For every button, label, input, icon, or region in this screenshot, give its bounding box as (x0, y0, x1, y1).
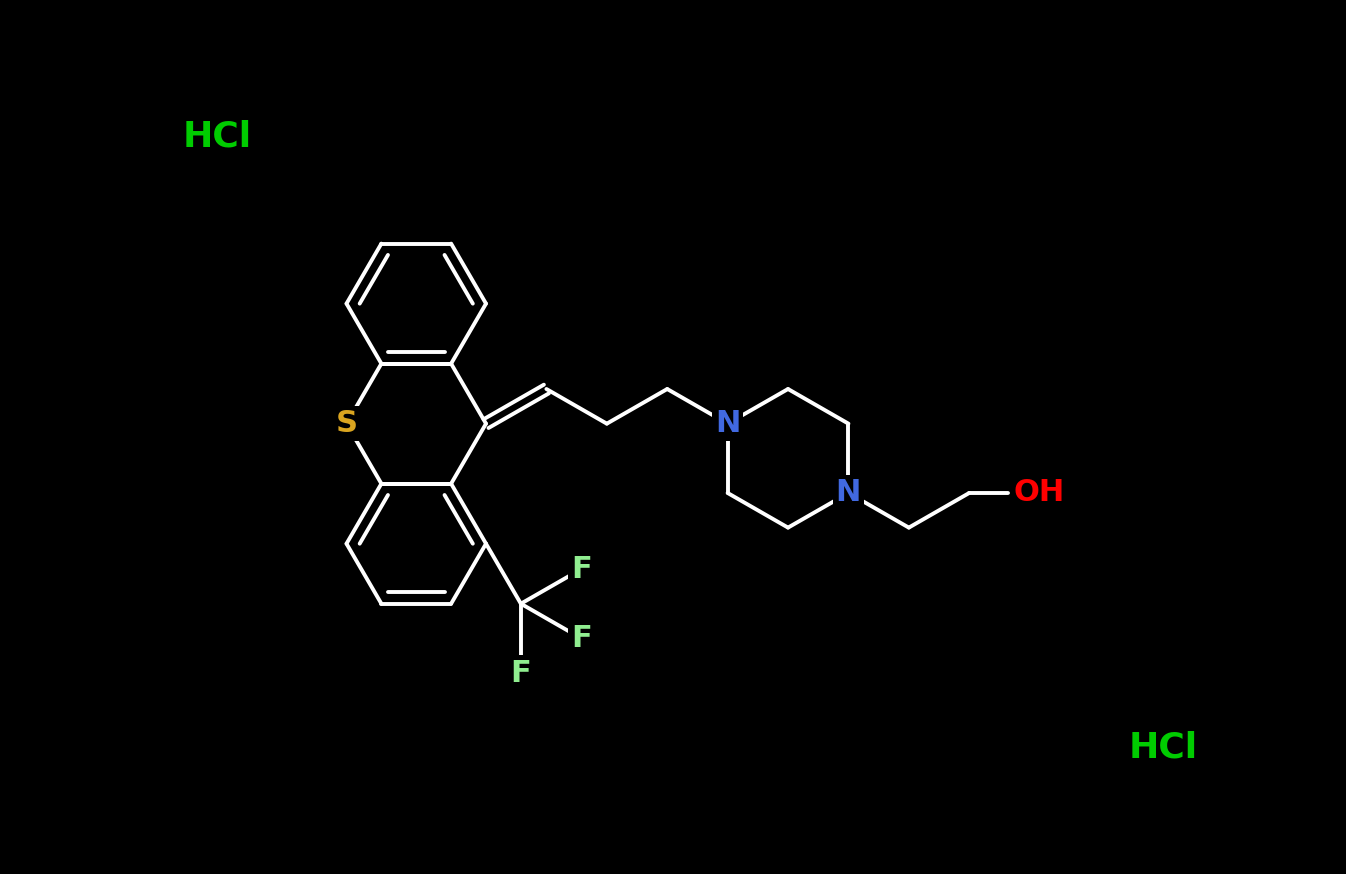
Text: OH: OH (1014, 478, 1065, 508)
Text: F: F (571, 555, 592, 584)
Text: HCl: HCl (182, 120, 252, 154)
Text: N: N (836, 478, 861, 508)
Text: F: F (571, 624, 592, 653)
Text: HCl: HCl (1128, 730, 1198, 764)
Text: N: N (715, 409, 740, 438)
Text: F: F (510, 658, 532, 688)
Text: S: S (335, 409, 358, 438)
